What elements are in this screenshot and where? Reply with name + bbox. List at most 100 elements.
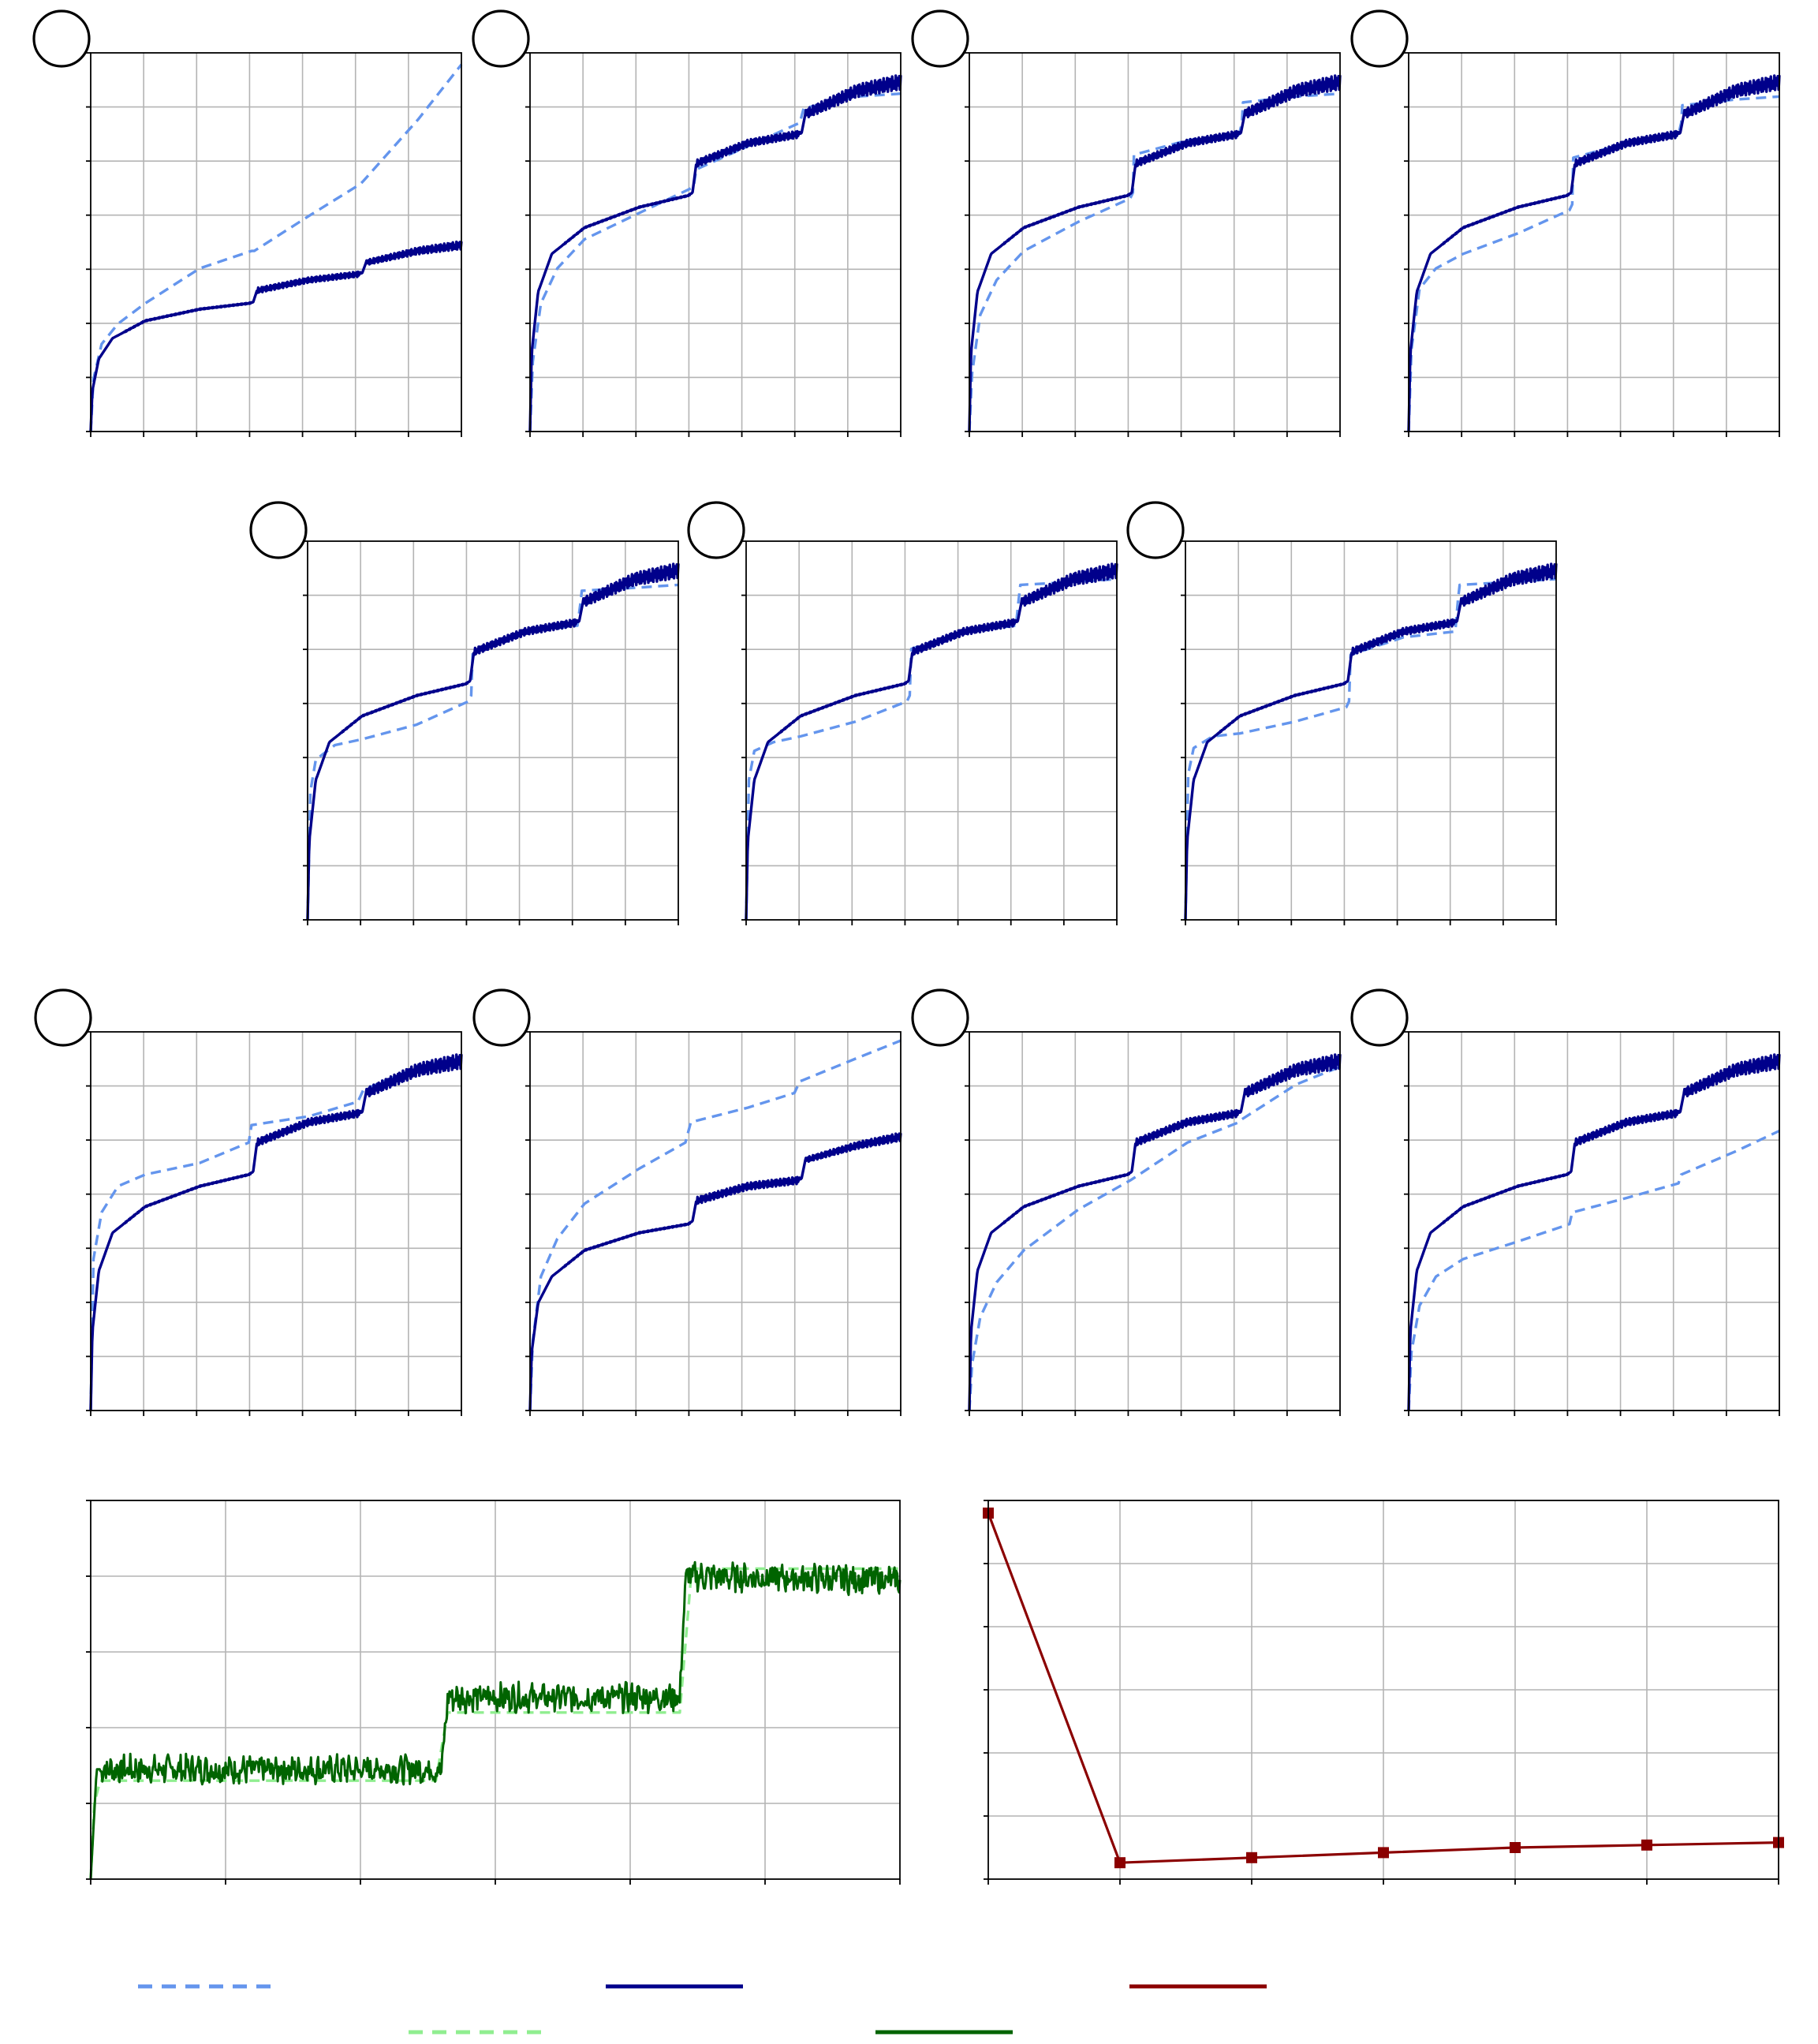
panel-badges xyxy=(32,9,1409,1047)
series-measured xyxy=(89,240,463,432)
gridlines xyxy=(308,541,678,920)
chart-panel-12 xyxy=(86,1500,902,1885)
series-line xyxy=(89,1567,900,1880)
axis-ticks xyxy=(1404,1031,1780,1416)
plot-area xyxy=(308,541,678,920)
series-model xyxy=(1407,95,1780,432)
data-point xyxy=(1114,1857,1126,1869)
chart-panel-13 xyxy=(983,1500,1784,1885)
chart-panel-5 xyxy=(303,540,680,925)
chart-panel-8 xyxy=(86,1031,463,1416)
series-measured xyxy=(306,562,680,921)
axis-ticks xyxy=(984,1500,1779,1885)
plot-area xyxy=(91,53,461,432)
series-line xyxy=(1184,562,1558,921)
plot-frame xyxy=(529,1031,902,1411)
series-measured xyxy=(1407,74,1781,432)
plot-area xyxy=(969,1032,1340,1411)
series-line xyxy=(968,1053,1342,1411)
series-line xyxy=(528,74,902,432)
gridlines xyxy=(746,541,1117,920)
series-load_measured xyxy=(89,1560,902,1880)
gridlines xyxy=(91,1032,461,1411)
series-measured xyxy=(1184,562,1558,921)
gridlines xyxy=(969,53,1340,432)
series-model xyxy=(1184,577,1557,921)
series-line xyxy=(89,240,463,432)
series-line xyxy=(89,1560,902,1880)
plot-frame xyxy=(969,1031,1341,1411)
gridlines xyxy=(530,1032,901,1411)
axis-ticks xyxy=(1404,52,1780,437)
panel-badge-circle xyxy=(687,501,745,559)
data-point xyxy=(1510,1842,1521,1853)
panel-badge-circle xyxy=(472,988,531,1047)
gridlines xyxy=(1185,541,1556,920)
chart-panel-1 xyxy=(86,52,463,437)
series-line xyxy=(89,1053,463,1411)
gridlines xyxy=(969,1032,1340,1411)
panel-badge xyxy=(1126,501,1185,559)
plot-frame xyxy=(969,52,1341,432)
series-model xyxy=(1407,1129,1780,1411)
series-model xyxy=(968,1065,1341,1411)
plot-frame xyxy=(745,540,1118,921)
axis-ticks xyxy=(86,1500,901,1885)
axis-ticks xyxy=(86,52,462,437)
series-measured xyxy=(1407,1053,1781,1411)
chart-panel-11 xyxy=(1404,1031,1781,1416)
series-measured xyxy=(89,1053,463,1411)
panel-badge xyxy=(34,988,92,1047)
axis-ticks xyxy=(965,1031,1341,1416)
panel-badge-circle xyxy=(34,988,92,1047)
panel-badge xyxy=(472,9,530,68)
plot-area xyxy=(530,53,901,432)
series-measured xyxy=(968,74,1342,432)
series-line xyxy=(745,577,1118,921)
panel-badge xyxy=(911,988,969,1047)
gridlines xyxy=(1409,53,1779,432)
plot-frame xyxy=(1185,540,1557,921)
series-line xyxy=(745,562,1118,921)
series-line xyxy=(1407,1129,1780,1411)
chart-panel-7 xyxy=(1181,540,1558,925)
series-line xyxy=(528,1039,902,1411)
series-line xyxy=(968,1065,1341,1411)
panel-badge xyxy=(911,9,969,68)
series-measured xyxy=(745,562,1118,921)
chart-panels xyxy=(86,52,1784,1885)
chart-panel-2 xyxy=(525,52,902,437)
series-line xyxy=(1407,95,1780,432)
axis-ticks xyxy=(1181,540,1557,925)
chart-panel-6 xyxy=(741,540,1118,925)
plot-frame xyxy=(1408,1031,1780,1411)
axis-ticks xyxy=(525,52,902,437)
data-point xyxy=(1641,1839,1652,1851)
series-line xyxy=(306,562,680,921)
series-model xyxy=(306,583,679,921)
chart-panel-4 xyxy=(1404,52,1781,437)
series-line xyxy=(1407,74,1781,432)
plot-area xyxy=(91,1032,461,1411)
series-model xyxy=(528,1039,902,1411)
gridlines xyxy=(988,1500,1779,1879)
panel-badge xyxy=(32,9,91,68)
series-line xyxy=(1184,577,1557,921)
panel-badge-circle xyxy=(1350,988,1409,1047)
plot-frame xyxy=(307,540,679,921)
panel-badge xyxy=(687,501,745,559)
series-measured xyxy=(528,74,902,432)
panel-badge-circle xyxy=(911,988,969,1047)
legend xyxy=(138,1984,1267,2035)
plot-frame xyxy=(1408,52,1780,432)
panel-badge xyxy=(1350,988,1409,1047)
panel-badge-circle xyxy=(249,501,308,559)
panel-badge xyxy=(472,988,531,1047)
plot-area xyxy=(1409,53,1779,432)
series-model xyxy=(745,577,1118,921)
series-line xyxy=(528,92,902,432)
data-point xyxy=(1246,1852,1257,1863)
series-load_reference xyxy=(89,1567,900,1880)
series-model xyxy=(528,92,902,432)
